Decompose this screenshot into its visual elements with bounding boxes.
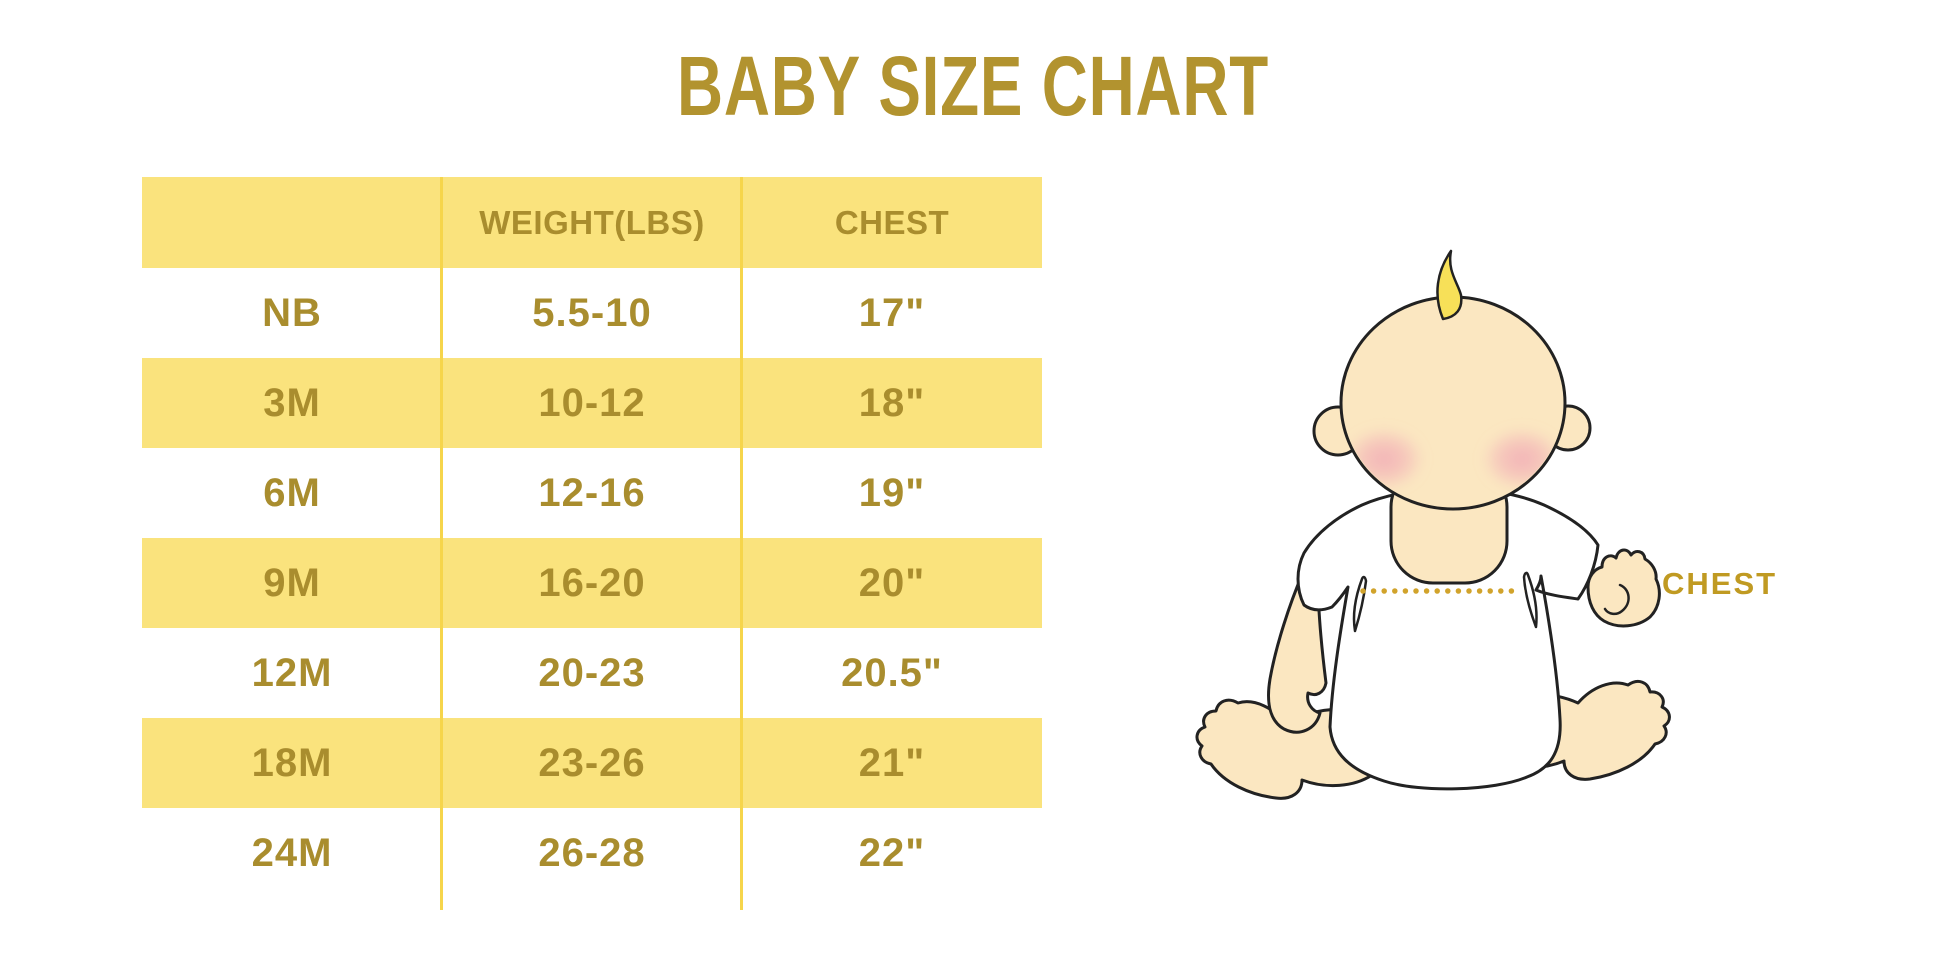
size-cell: 3M	[263, 380, 321, 425]
baby-head	[1339, 295, 1567, 511]
weight-cell: 20-23	[538, 650, 646, 695]
size-cell: 12M	[251, 650, 333, 695]
baby-thumb-line	[1603, 583, 1630, 616]
weight-cell: 26-28	[538, 830, 646, 875]
header-weight: WEIGHT(LBS)	[479, 203, 705, 241]
table-row: 6M 12-16 19"	[142, 448, 1042, 538]
baby-illustration	[1150, 235, 1830, 835]
baby-shirt	[1296, 487, 1600, 791]
weight-cell: 10-12	[538, 380, 646, 425]
column-divider	[740, 177, 743, 910]
chest-cell: 22"	[858, 830, 926, 875]
baby-arms	[1267, 548, 1661, 734]
chest-annotation-label: CHEST	[1662, 566, 1778, 601]
baby-icon	[1195, 249, 1671, 800]
baby-left-arm	[1267, 573, 1328, 734]
weight-cell: 12-16	[538, 470, 646, 515]
size-cell: 9M	[263, 560, 321, 605]
weight-cell: 5.5-10	[532, 290, 652, 335]
chest-cell: 21"	[858, 740, 926, 785]
chest-cell: 17"	[858, 290, 926, 335]
table-header-row: WEIGHT(LBS) CHEST	[142, 177, 1042, 268]
table-row: 18M 23-26 21"	[142, 718, 1042, 808]
table-row: 3M 10-12 18"	[142, 358, 1042, 448]
size-table: WEIGHT(LBS) CHEST NB 5.5-10 17" 3M 10-12…	[142, 177, 1042, 910]
size-cell: NB	[262, 290, 322, 335]
size-cell: 6M	[263, 470, 321, 515]
size-cell: 24M	[251, 830, 333, 875]
size-cell: 18M	[251, 740, 333, 785]
table-row: 12M 20-23 20.5"	[142, 628, 1042, 718]
page-title: BABY SIZE CHART	[677, 39, 1269, 133]
chest-cell: 19"	[858, 470, 926, 515]
table-row: 9M 16-20 20"	[142, 538, 1042, 628]
table-row: 24M 26-28 22"	[142, 808, 1042, 898]
baby-hair-tuft	[1436, 249, 1463, 321]
weight-cell: 16-20	[538, 560, 646, 605]
chest-cell: 20.5"	[841, 650, 943, 695]
column-divider	[440, 177, 443, 910]
chest-cell: 18"	[858, 380, 926, 425]
header-chest: CHEST	[834, 203, 950, 241]
weight-cell: 23-26	[538, 740, 646, 785]
table-row: NB 5.5-10 17"	[142, 268, 1042, 358]
chest-cell: 20"	[858, 560, 926, 605]
